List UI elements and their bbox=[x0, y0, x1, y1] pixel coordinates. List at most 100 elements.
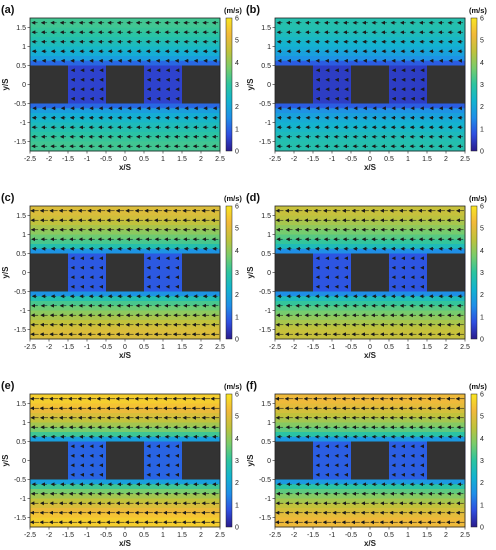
heatmap-cell bbox=[91, 79, 97, 85]
heatmap-cell bbox=[303, 136, 309, 142]
heatmap-cell bbox=[53, 301, 59, 307]
heatmap-cell bbox=[351, 108, 357, 114]
heatmap-cell bbox=[446, 37, 452, 43]
heatmap-cell bbox=[120, 215, 126, 221]
heatmap-cell bbox=[30, 239, 36, 245]
heatmap-cell bbox=[191, 136, 197, 142]
heatmap-cell bbox=[91, 206, 97, 212]
heatmap-cell bbox=[336, 220, 342, 226]
heatmap-cell bbox=[34, 46, 40, 52]
heatmap-cell bbox=[30, 315, 36, 321]
heatmap-cell bbox=[460, 291, 466, 297]
heatmap-cell bbox=[279, 32, 285, 38]
heatmap-cell bbox=[389, 215, 395, 221]
heatmap-cell bbox=[106, 305, 112, 311]
heatmap-cell bbox=[196, 141, 202, 147]
heatmap-cell bbox=[322, 220, 328, 226]
heatmap-cell bbox=[148, 132, 154, 138]
heatmap-cell bbox=[360, 248, 366, 254]
heatmap-cell bbox=[336, 277, 342, 283]
heatmap-cell bbox=[144, 315, 150, 321]
heatmap-cell bbox=[284, 136, 290, 142]
heatmap-cell bbox=[417, 272, 423, 278]
heatmap-cell bbox=[129, 215, 135, 221]
heatmap-cell bbox=[186, 37, 192, 43]
heatmap-cell bbox=[148, 41, 154, 47]
heatmap-cell bbox=[96, 89, 102, 95]
heatmap-cell bbox=[96, 286, 102, 292]
heatmap-cell bbox=[422, 258, 428, 264]
heatmap-cell bbox=[110, 27, 116, 33]
heatmap-cell bbox=[182, 22, 188, 28]
heatmap-cell bbox=[106, 113, 112, 119]
heatmap-cell bbox=[327, 75, 333, 81]
heatmap-cell bbox=[210, 310, 216, 316]
heatmap-cell bbox=[332, 18, 338, 24]
heatmap-cell bbox=[82, 79, 88, 85]
heatmap-cell bbox=[44, 41, 50, 47]
heatmap-cell bbox=[355, 141, 361, 147]
heatmap-cell bbox=[215, 141, 221, 147]
heatmap-cell bbox=[125, 32, 131, 38]
heatmap-cell bbox=[422, 253, 428, 259]
heatmap-cell bbox=[351, 234, 357, 240]
heatmap-cell bbox=[393, 56, 399, 62]
heatmap-cell bbox=[167, 132, 173, 138]
heatmap-cell bbox=[215, 229, 221, 235]
heatmap-cell bbox=[201, 37, 207, 43]
heatmap-cell bbox=[148, 253, 154, 259]
heatmap-cell bbox=[346, 60, 352, 66]
heatmap-cell bbox=[158, 32, 164, 38]
heatmap-cell bbox=[144, 70, 150, 76]
heatmap-cell bbox=[408, 267, 414, 273]
heatmap-cell bbox=[96, 56, 102, 62]
heatmap-cell bbox=[298, 56, 304, 62]
y-tick-label: 1 bbox=[267, 44, 271, 51]
heatmap-cell bbox=[403, 41, 409, 47]
heatmap-cell bbox=[101, 310, 107, 316]
heatmap-cell bbox=[408, 94, 414, 100]
heatmap-cell bbox=[91, 244, 97, 250]
heatmap-cell bbox=[441, 220, 447, 226]
heatmap-cell bbox=[403, 65, 409, 71]
heatmap-cell bbox=[294, 56, 300, 62]
heatmap-cell bbox=[115, 146, 121, 152]
heatmap-cell bbox=[436, 22, 442, 28]
heatmap-cell bbox=[125, 215, 131, 221]
heatmap-cell bbox=[360, 215, 366, 221]
heatmap-cell bbox=[455, 210, 461, 216]
heatmap-cell bbox=[403, 60, 409, 66]
heatmap-cell bbox=[87, 267, 93, 273]
heatmap-cell bbox=[408, 225, 414, 231]
heatmap-cell bbox=[450, 46, 456, 52]
heatmap-cell bbox=[351, 103, 357, 109]
heatmap-cell bbox=[115, 27, 121, 33]
heatmap-cell bbox=[191, 56, 197, 62]
heatmap-cell bbox=[125, 234, 131, 240]
heatmap-cell bbox=[191, 103, 197, 109]
heatmap-cell bbox=[148, 18, 154, 24]
heatmap-cell bbox=[422, 277, 428, 283]
heatmap-cell bbox=[167, 210, 173, 216]
heatmap-cell bbox=[412, 286, 418, 292]
heatmap-cell bbox=[332, 84, 338, 90]
heatmap-cell bbox=[115, 41, 121, 47]
heatmap-cell bbox=[294, 239, 300, 245]
heatmap-cell bbox=[313, 27, 319, 33]
heatmap-cell bbox=[450, 108, 456, 114]
heatmap-cell bbox=[313, 272, 319, 278]
heatmap-cell bbox=[341, 27, 347, 33]
heatmap-cell bbox=[298, 117, 304, 123]
heatmap-cell bbox=[82, 220, 88, 226]
heatmap-cell bbox=[412, 103, 418, 109]
heatmap-cell bbox=[417, 239, 423, 245]
heatmap-cell bbox=[172, 132, 178, 138]
heatmap-cell bbox=[455, 22, 461, 28]
heatmap-cell bbox=[215, 296, 221, 302]
heatmap-cell bbox=[153, 108, 159, 114]
heatmap-cell bbox=[389, 27, 395, 33]
heatmap-cell bbox=[163, 215, 169, 221]
heatmap-cell bbox=[34, 132, 40, 138]
heatmap-cell bbox=[115, 46, 121, 52]
heatmap-cell bbox=[317, 122, 323, 128]
